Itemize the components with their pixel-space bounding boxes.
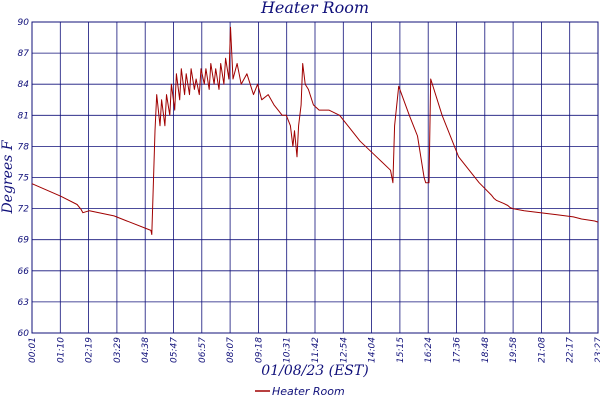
x-tick-label: 21:08: [537, 337, 547, 363]
x-tick-label: 05:47: [170, 337, 180, 363]
x-tick-label: 16:24: [424, 337, 434, 363]
x-tick-label: 19:58: [509, 337, 519, 363]
grid-lines: [31, 21, 599, 334]
x-tick-label: 04:38: [141, 337, 151, 363]
x-tick-label: 17:36: [453, 337, 463, 363]
x-tick-label: 09:18: [254, 337, 264, 363]
y-tick-label: 66: [18, 267, 30, 277]
legend: Heater Room: [255, 385, 345, 398]
x-tick-label: 15:15: [396, 337, 406, 363]
x-tick-label: 00:01: [28, 337, 38, 363]
x-tick-label: 03:29: [113, 337, 123, 363]
x-tick-label: 02:19: [85, 337, 95, 363]
series-line-heater-room: [31, 26, 599, 235]
x-tick-label: 18:48: [481, 337, 491, 363]
x-tick-label: 23:27: [594, 337, 600, 363]
x-tick-labels: 00:01 01:10 02:19 03:29 04:38 05:47 06:57 08:07…: [28, 337, 600, 363]
x-tick-label: 11:42: [311, 337, 321, 363]
y-tick-label: 72: [18, 205, 30, 215]
y-axis-title: Degrees F: [0, 139, 16, 214]
y-tick-label: 90: [18, 18, 30, 28]
series-lines: [31, 26, 599, 235]
legend-label: Heater Room: [272, 385, 345, 398]
x-axis-title: 01/08/23 (EST): [261, 363, 368, 379]
x-tick-label: 14:04: [368, 337, 378, 363]
y-tick-label: 81: [18, 111, 29, 121]
x-tick-label: 22:17: [566, 337, 576, 363]
y-tick-labels: 90 87 84 81 78 75 72 69 66 63 60: [18, 18, 30, 339]
y-tick-label: 87: [18, 49, 30, 59]
x-tick-label: 08:07: [226, 337, 236, 363]
y-tick-label: 63: [18, 298, 30, 308]
x-tick-label: 01:10: [56, 337, 66, 363]
y-tick-label: 78: [18, 142, 30, 152]
x-tick-label: 06:57: [198, 337, 208, 363]
y-tick-label: 84: [18, 80, 30, 90]
chart-title: Heater Room: [260, 0, 369, 17]
x-tick-label: 10:31: [283, 337, 293, 363]
y-tick-label: 75: [18, 174, 30, 184]
y-tick-label: 60: [18, 329, 30, 339]
x-tick-label: 12:54: [339, 337, 349, 363]
y-tick-label: 69: [18, 236, 30, 246]
